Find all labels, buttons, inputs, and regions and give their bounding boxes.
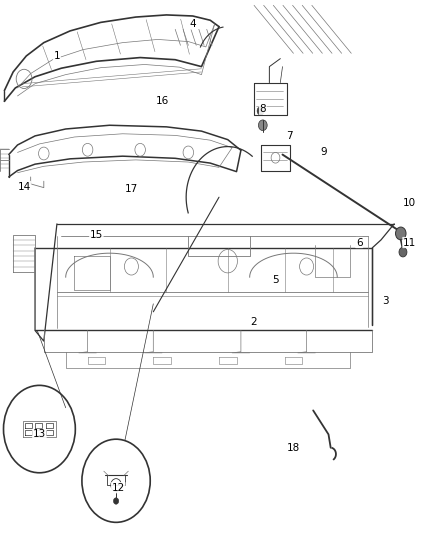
Text: 12: 12 xyxy=(112,483,125,492)
Circle shape xyxy=(257,107,264,115)
Circle shape xyxy=(113,498,119,504)
Text: 4: 4 xyxy=(189,19,196,29)
Text: 3: 3 xyxy=(382,296,389,306)
Text: 9: 9 xyxy=(321,147,328,157)
Text: 17: 17 xyxy=(125,184,138,194)
Text: 11: 11 xyxy=(403,238,416,247)
Circle shape xyxy=(396,227,406,240)
Text: 2: 2 xyxy=(251,318,258,327)
Text: 8: 8 xyxy=(259,104,266,114)
Text: 5: 5 xyxy=(272,275,279,285)
Circle shape xyxy=(258,120,267,131)
Text: 6: 6 xyxy=(356,238,363,247)
Text: 10: 10 xyxy=(403,198,416,207)
Text: 7: 7 xyxy=(286,131,293,141)
Text: 15: 15 xyxy=(90,230,103,239)
Text: 1: 1 xyxy=(53,51,60,61)
Text: 13: 13 xyxy=(33,430,46,439)
Text: 14: 14 xyxy=(18,182,31,191)
Circle shape xyxy=(399,247,407,257)
Text: 16: 16 xyxy=(155,96,169,106)
Text: 18: 18 xyxy=(287,443,300,453)
